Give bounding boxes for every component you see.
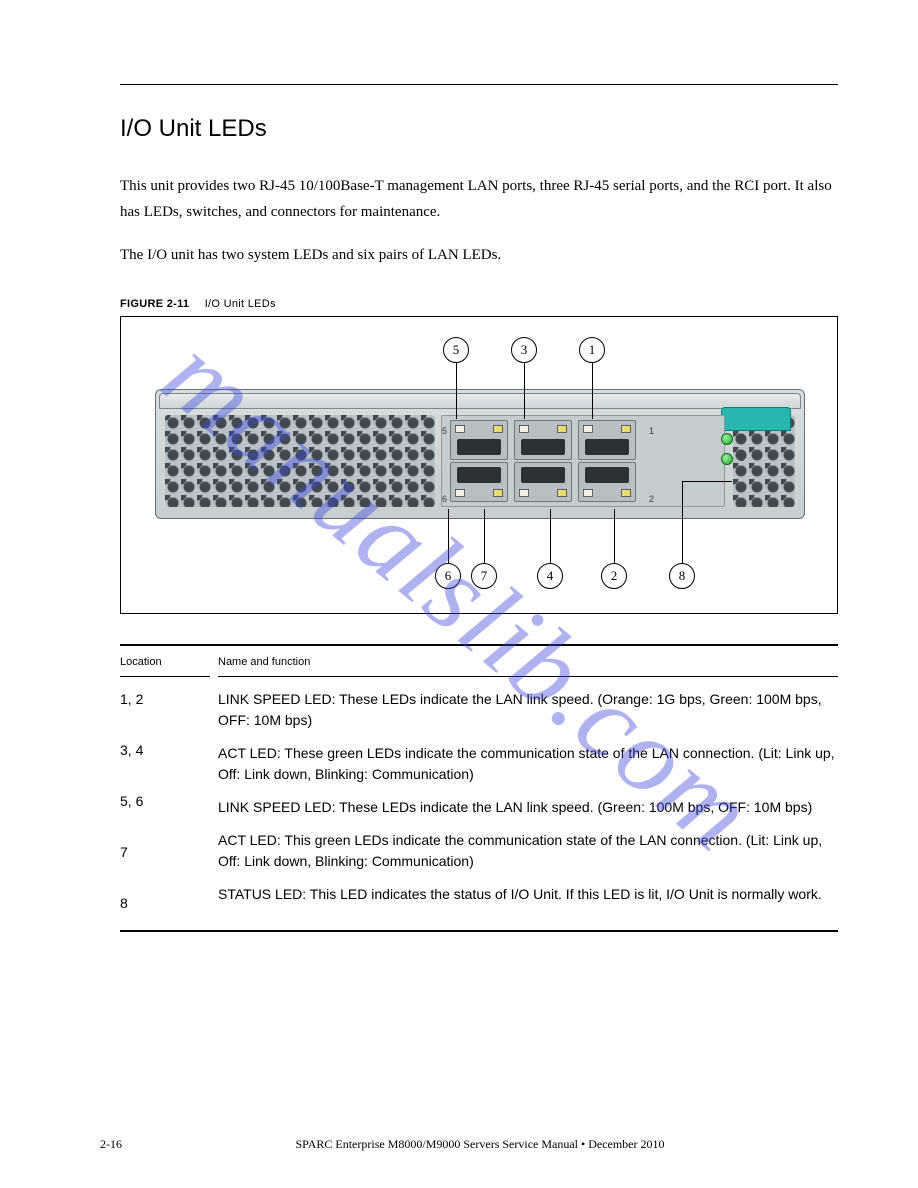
table-cell: ACT LED: This green LEDs indicate the co… (218, 824, 838, 878)
callout-1: 1 (579, 337, 605, 363)
table-cell: 3, 4 (120, 734, 210, 767)
table-cell: 8 (120, 887, 210, 920)
port-led-icon (493, 489, 503, 497)
handle-tab (721, 407, 791, 431)
table-cell: STATUS LED: This LED indicates the statu… (218, 878, 838, 911)
port-led-icon (621, 425, 631, 433)
callout-line (524, 363, 525, 419)
table-cell: ACT LED: These green LEDs indicate the c… (218, 737, 838, 791)
body-paragraph-2: The I/O unit has two system LEDs and six… (120, 242, 838, 268)
port-led-icon (583, 489, 593, 497)
figure-number: FIGURE 2-11 (120, 298, 189, 310)
table-cell: 7 (120, 836, 210, 869)
body-paragraph-1: This unit provides two RJ-45 10/100Base-… (120, 173, 838, 226)
page-number: 2-16 (100, 1137, 122, 1152)
table-cell: 1, 2 (120, 683, 210, 716)
rj45-port (578, 420, 636, 460)
port-led-icon (557, 489, 567, 497)
table-col-location: Location 1, 2 3, 4 5, 6 7 8 (120, 646, 210, 930)
port-led-icon (455, 489, 465, 497)
callout-line (682, 481, 732, 482)
port-led-icon (621, 489, 631, 497)
callout-2: 2 (601, 563, 627, 589)
led-table: Location 1, 2 3, 4 5, 6 7 8 Name and fun… (120, 644, 838, 932)
rj45-port (450, 462, 508, 502)
footer-title: SPARC Enterprise M8000/M9000 Servers Ser… (295, 1137, 664, 1152)
port-led-icon (519, 489, 529, 497)
figure-caption: FIGURE 2-11 I/O Unit LEDs (120, 298, 838, 310)
rj45-port (514, 420, 572, 460)
callout-8: 8 (669, 563, 695, 589)
callout-line (550, 509, 551, 563)
port-led-icon (557, 425, 567, 433)
callout-line (484, 509, 485, 563)
figure-title: I/O Unit LEDs (205, 298, 276, 310)
table-cell: LINK SPEED LED: These LEDs indicate the … (218, 683, 838, 737)
table-cell: 5, 6 (120, 785, 210, 818)
callout-6: 6 (435, 563, 461, 589)
table-header-location: Location (120, 656, 210, 677)
s-led-icon (721, 453, 733, 465)
device-top-rail (159, 393, 801, 409)
callout-7: 7 (471, 563, 497, 589)
port-badge-2: 2 (649, 494, 654, 504)
callout-4: 4 (537, 563, 563, 589)
p-led-icon (721, 433, 733, 445)
port-badge-1: 1 (649, 426, 654, 436)
rj45-port (514, 462, 572, 502)
rj45-port (578, 462, 636, 502)
page-footer: 2-16 SPARC Enterprise M8000/M9000 Server… (100, 1137, 838, 1152)
port-led-icon (519, 425, 529, 433)
page: I/O Unit LEDs This unit provides two RJ-… (0, 0, 918, 1188)
port-row-top (450, 420, 636, 460)
callout-line (682, 481, 683, 563)
callout-3: 3 (511, 337, 537, 363)
table-cell: LINK SPEED LED: These LEDs indicate the … (218, 791, 838, 824)
port-badge-5: 5 (442, 426, 447, 436)
port-led-icon (583, 425, 593, 433)
callout-line (592, 363, 593, 419)
header-rule (120, 84, 838, 85)
table-header-name: Name and function (218, 656, 838, 677)
device-illustration: 5 6 1 2 P S (155, 389, 805, 519)
callout-line (448, 509, 449, 563)
table-col-name: Name and function LINK SPEED LED: These … (210, 646, 838, 930)
section-title: I/O Unit LEDs (120, 115, 838, 143)
p-led-label: P (738, 433, 745, 444)
s-led-label: S (738, 453, 745, 464)
port-badge-6: 6 (442, 494, 447, 504)
vent-grille-left (165, 415, 435, 507)
callout-line (456, 363, 457, 419)
callout-5: 5 (443, 337, 469, 363)
port-led-icon (455, 425, 465, 433)
port-led-icon (493, 425, 503, 433)
port-row-bottom (450, 462, 636, 502)
figure-box: 5 6 1 2 P S 5 (120, 316, 838, 614)
rj45-port (450, 420, 508, 460)
callout-line (614, 509, 615, 563)
